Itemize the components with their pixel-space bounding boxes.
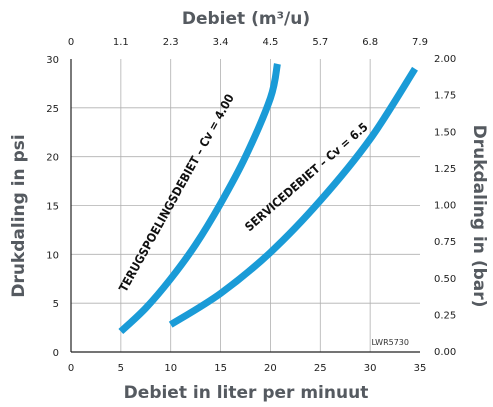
y-axis-title-right: Drukdaling in (bar) bbox=[469, 125, 489, 308]
right-tick-label: 1.50 bbox=[434, 127, 456, 138]
y-tick-label: 15 bbox=[46, 202, 59, 213]
right-tick-label: 0.00 bbox=[434, 347, 456, 358]
y-tick-label: 30 bbox=[46, 55, 59, 66]
y-tick-label: 0 bbox=[53, 348, 59, 359]
x-axis-title: Debiet in liter per minuut bbox=[124, 383, 369, 403]
x-tick-label: 0 bbox=[68, 363, 74, 374]
right-tick-label: 0.75 bbox=[434, 237, 456, 248]
top-tick-label: 2.3 bbox=[163, 37, 179, 48]
top-tick-label: 7.9 bbox=[412, 37, 428, 48]
right-tick-label: 0.50 bbox=[434, 274, 456, 285]
y-axis-title: Drukdaling in psi bbox=[9, 134, 29, 297]
right-tick-label: 0.25 bbox=[434, 310, 456, 321]
right-tick-label: 1.00 bbox=[434, 201, 456, 212]
right-tick-label: 1.75 bbox=[434, 91, 456, 102]
y-tick-label: 20 bbox=[46, 153, 59, 164]
top-axis-title: Debiet (m³/u) bbox=[182, 9, 310, 29]
chart-code-annotation: LWR5730 bbox=[371, 338, 409, 347]
top-tick-label: 0 bbox=[68, 37, 74, 48]
x-tick-label: 20 bbox=[264, 363, 277, 374]
x-tick-label: 5 bbox=[118, 363, 124, 374]
top-tick-label: 1.1 bbox=[113, 37, 129, 48]
y-tick-label: 10 bbox=[46, 250, 59, 261]
y-tick-label: 25 bbox=[46, 104, 59, 115]
y-tick-label: 5 bbox=[53, 299, 59, 310]
x-tick-label: 10 bbox=[164, 363, 177, 374]
right-tick-label: 2.00 bbox=[434, 54, 456, 65]
x-tick-label: 35 bbox=[414, 363, 427, 374]
top-tick-label: 4.5 bbox=[262, 37, 278, 48]
top-tick-label: 6.8 bbox=[362, 37, 378, 48]
top-tick-label: 3.4 bbox=[213, 37, 229, 48]
x-tick-label: 30 bbox=[364, 363, 377, 374]
right-tick-label: 1.25 bbox=[434, 164, 456, 175]
x-tick-label: 25 bbox=[314, 363, 327, 374]
top-tick-label: 5.7 bbox=[312, 37, 328, 48]
x-tick-label: 15 bbox=[214, 363, 227, 374]
